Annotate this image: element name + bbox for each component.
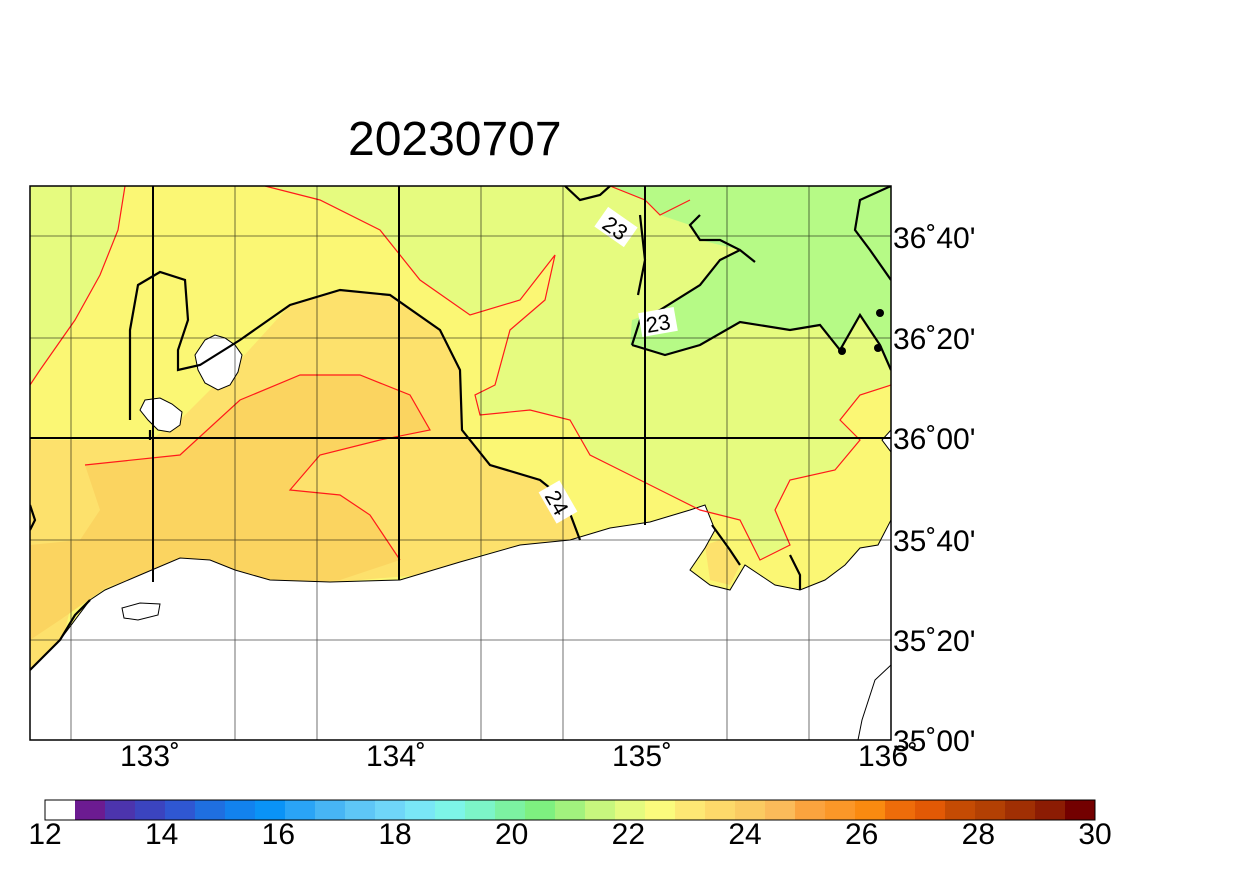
station-dot — [874, 344, 882, 352]
colorbar-swatch — [585, 800, 616, 820]
colorbar-label: 16 — [261, 818, 296, 851]
lat-label-3640: 36˚40' — [893, 222, 976, 255]
colorbar-swatch — [45, 800, 76, 820]
colorbar-swatch — [975, 800, 1006, 820]
colorbar-label: 28 — [961, 818, 996, 851]
colorbar-swatch — [1065, 800, 1096, 820]
graticule-major — [30, 186, 891, 582]
colorbar-swatch — [195, 800, 226, 820]
colorbar-swatch — [735, 800, 766, 820]
colorbar-swatch — [945, 800, 976, 820]
lon-label-134: 134˚ — [366, 740, 427, 773]
colorbar-swatch — [855, 800, 886, 820]
colorbar-swatch — [435, 800, 466, 820]
colorbar-swatch — [75, 800, 106, 820]
colorbar-label: 20 — [494, 818, 529, 851]
land-southeast — [857, 664, 891, 740]
lat-label-3520: 35˚20' — [893, 625, 976, 658]
land-honshu — [30, 504, 891, 740]
island-dogo — [194, 334, 243, 391]
lon-label-133: 133˚ — [120, 740, 181, 773]
colorbar-swatch — [675, 800, 706, 820]
colorbar-swatch — [465, 800, 496, 820]
sst-band-25-26 — [30, 375, 430, 640]
colorbar-swatch — [375, 800, 406, 820]
colorbar-swatch — [225, 800, 256, 820]
colorbar — [45, 800, 1096, 820]
colorbar-swatch — [165, 800, 196, 820]
colorbar-swatch — [105, 800, 136, 820]
station-dot — [876, 309, 884, 317]
island-dozen — [139, 397, 183, 433]
colorbar-swatch — [495, 800, 526, 820]
lake — [121, 602, 161, 621]
colorbar-swatch — [795, 800, 826, 820]
colorbar-swatch — [255, 800, 286, 820]
colorbar-label: 18 — [378, 818, 412, 851]
lon-label-135: 135˚ — [612, 740, 673, 773]
colorbar-label: 24 — [728, 818, 762, 851]
colorbar-swatch — [645, 800, 676, 820]
colorbar-swatch — [705, 800, 736, 820]
colorbar-label: 26 — [844, 818, 879, 851]
lat-label-3540: 35˚40' — [893, 525, 976, 558]
colorbar-frame — [44, 799, 1096, 821]
land-east-coast — [881, 429, 891, 453]
colorbar-swatch — [615, 800, 646, 820]
lat-label-3620: 36˚20' — [893, 323, 976, 356]
colorbar-swatch — [765, 800, 796, 820]
sst-band-bay — [705, 540, 740, 585]
station-dot — [838, 347, 846, 355]
lat-label-3500: 35˚00' — [893, 725, 976, 758]
colorbar-swatch — [1005, 800, 1036, 820]
colorbar-label: 14 — [144, 818, 179, 851]
lon-label-136: 136˚ — [858, 740, 919, 773]
map-frame — [29, 185, 892, 741]
map-title: 20230707 — [348, 113, 562, 166]
graticule-minor — [30, 186, 891, 740]
colorbar-label: 30 — [1078, 818, 1112, 851]
colorbar-swatch — [405, 800, 436, 820]
colorbar-label: 12 — [28, 818, 62, 851]
colorbar-swatch — [555, 800, 586, 820]
colorbar-swatch — [345, 800, 376, 820]
colorbar-swatch — [525, 800, 556, 820]
colorbar-swatch — [135, 800, 166, 820]
colorbar-swatch — [825, 800, 856, 820]
colorbar-swatch — [1035, 800, 1066, 820]
contour-text-23-b: 23 — [644, 309, 672, 338]
colorbar-swatch — [885, 800, 916, 820]
colorbar-swatch — [315, 800, 346, 820]
lat-label-3600: 36˚00' — [893, 423, 976, 456]
colorbar-swatch — [285, 800, 316, 820]
colorbar-swatch — [915, 800, 946, 820]
contour-label-23-b: 23 — [638, 307, 678, 338]
colorbar-label: 22 — [611, 818, 646, 851]
